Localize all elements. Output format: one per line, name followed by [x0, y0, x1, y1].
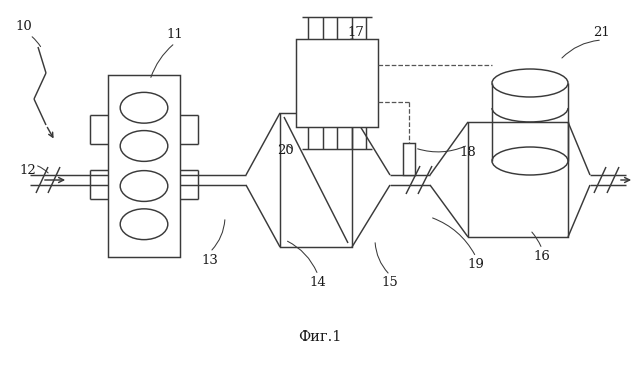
Text: 10: 10 [15, 20, 33, 34]
Text: Фиг.1: Фиг.1 [298, 330, 342, 344]
Bar [280, 113, 352, 247]
Text: 18: 18 [460, 146, 476, 160]
Text: 13: 13 [202, 254, 218, 266]
Bar [468, 122, 568, 237]
Bar [296, 39, 378, 127]
Text: 17: 17 [348, 26, 364, 38]
Bar [108, 75, 180, 257]
Text: 14: 14 [310, 277, 326, 289]
Bar [403, 143, 415, 175]
Text: 11: 11 [166, 28, 184, 42]
Text: 12: 12 [20, 164, 36, 177]
Text: 20: 20 [276, 143, 293, 157]
Text: 19: 19 [468, 258, 484, 272]
Text: 15: 15 [381, 277, 398, 289]
Text: 21: 21 [594, 27, 611, 39]
Text: 16: 16 [534, 250, 550, 264]
